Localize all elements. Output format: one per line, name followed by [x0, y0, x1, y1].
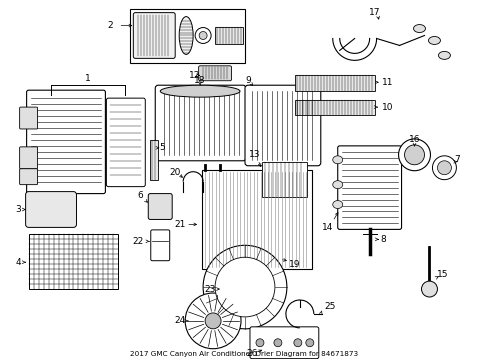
Circle shape: [437, 161, 450, 175]
Bar: [130, 9, 244, 63]
Circle shape: [195, 28, 211, 44]
FancyBboxPatch shape: [148, 194, 172, 220]
Text: 4: 4: [16, 258, 21, 267]
Text: 10: 10: [381, 103, 392, 112]
Ellipse shape: [179, 17, 193, 54]
Text: 3: 3: [16, 205, 21, 214]
Text: 19: 19: [288, 260, 300, 269]
Ellipse shape: [438, 51, 449, 59]
Ellipse shape: [332, 181, 342, 189]
Ellipse shape: [413, 24, 425, 32]
Text: 11: 11: [381, 78, 392, 87]
Text: 23: 23: [204, 284, 215, 293]
Bar: [294, 75, 374, 91]
FancyBboxPatch shape: [198, 66, 231, 81]
Circle shape: [431, 156, 455, 180]
FancyBboxPatch shape: [106, 98, 145, 186]
Circle shape: [204, 313, 221, 329]
Circle shape: [398, 139, 429, 171]
Text: 26: 26: [246, 349, 257, 358]
Text: 25: 25: [324, 302, 335, 311]
Text: 9: 9: [244, 76, 250, 85]
Text: 15: 15: [436, 270, 447, 279]
Ellipse shape: [332, 201, 342, 208]
Circle shape: [199, 32, 207, 40]
Text: 16: 16: [408, 135, 419, 144]
Text: 12: 12: [188, 71, 200, 80]
Circle shape: [203, 245, 286, 329]
FancyBboxPatch shape: [20, 107, 38, 129]
FancyBboxPatch shape: [20, 147, 38, 169]
Text: 21: 21: [174, 220, 185, 229]
Circle shape: [255, 339, 264, 347]
Text: 17: 17: [368, 8, 380, 17]
FancyBboxPatch shape: [133, 13, 175, 58]
Circle shape: [421, 281, 437, 297]
Text: 5: 5: [159, 143, 165, 152]
Bar: [202, 170, 311, 269]
FancyBboxPatch shape: [25, 192, 76, 228]
Text: 2: 2: [107, 21, 113, 30]
FancyBboxPatch shape: [150, 230, 169, 261]
Text: 14: 14: [322, 223, 333, 232]
Bar: [29, 234, 118, 289]
Circle shape: [273, 339, 281, 347]
Circle shape: [293, 339, 301, 347]
Bar: [262, 162, 306, 197]
FancyBboxPatch shape: [155, 85, 245, 161]
Text: 24: 24: [174, 316, 185, 325]
Text: 6: 6: [137, 191, 143, 200]
Text: 2017 GMC Canyon Air Conditioner Drier Diagram for 84671873: 2017 GMC Canyon Air Conditioner Drier Di…: [130, 351, 357, 357]
Text: 13: 13: [249, 150, 260, 159]
Text: 1: 1: [84, 74, 90, 83]
FancyBboxPatch shape: [249, 327, 318, 359]
Bar: [150, 140, 158, 180]
Text: 22: 22: [132, 237, 143, 246]
Bar: [294, 100, 374, 115]
Text: 20: 20: [169, 168, 181, 177]
Ellipse shape: [427, 36, 440, 44]
FancyBboxPatch shape: [26, 90, 105, 194]
FancyBboxPatch shape: [244, 85, 320, 166]
Bar: [215, 27, 243, 44]
Ellipse shape: [332, 156, 342, 164]
Text: 8: 8: [380, 235, 386, 244]
FancyBboxPatch shape: [337, 146, 401, 229]
Text: 7: 7: [453, 155, 459, 164]
Circle shape: [215, 257, 274, 317]
Circle shape: [185, 293, 241, 349]
Circle shape: [404, 145, 424, 165]
Ellipse shape: [160, 85, 240, 97]
FancyBboxPatch shape: [20, 169, 38, 185]
Text: 18: 18: [194, 76, 205, 85]
Circle shape: [305, 339, 313, 347]
